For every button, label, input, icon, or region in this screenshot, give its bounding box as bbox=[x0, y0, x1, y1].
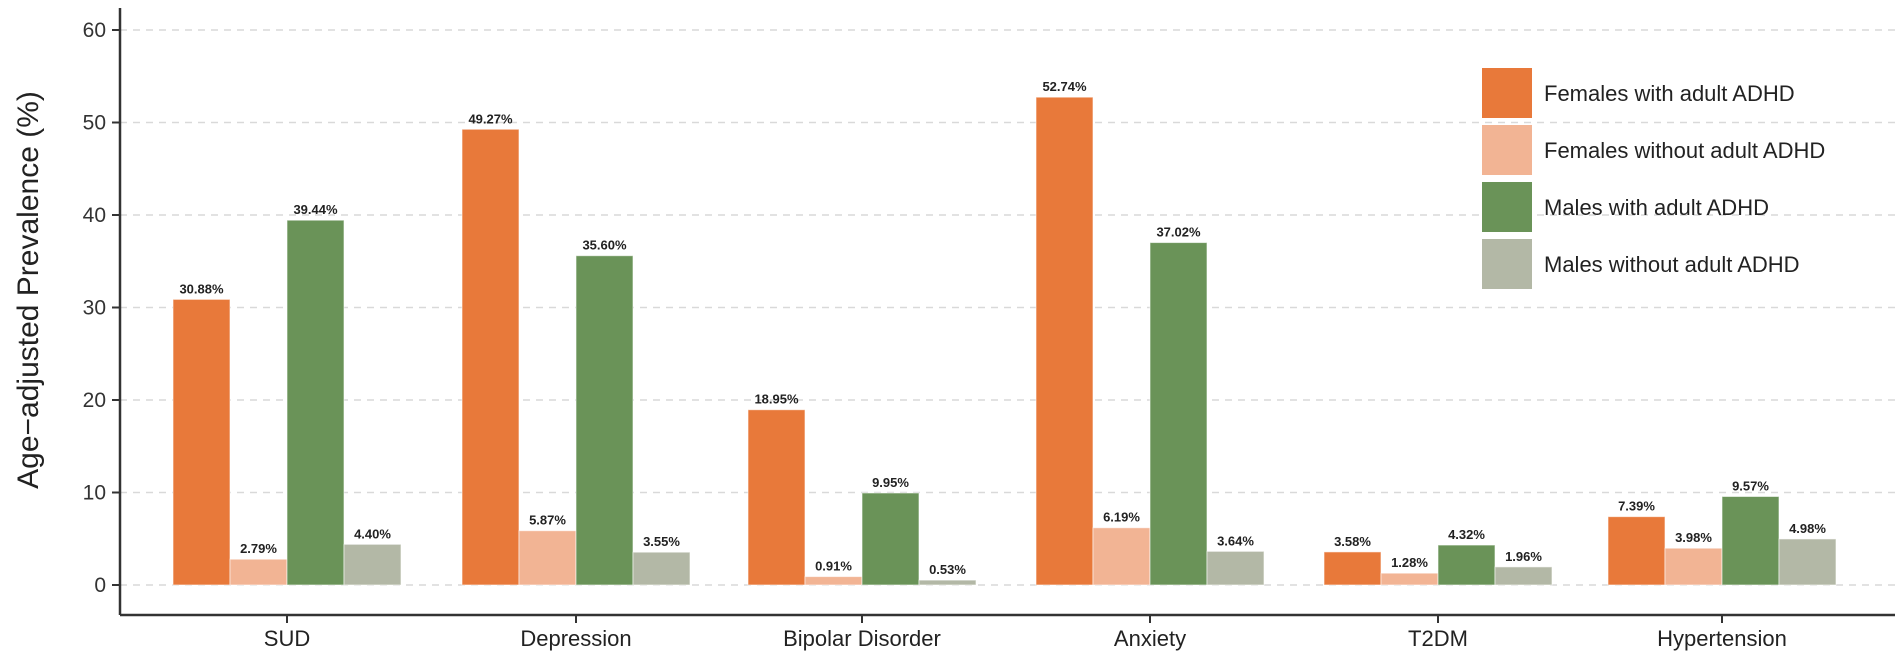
x-tick-label: Bipolar Disorder bbox=[783, 626, 941, 651]
y-tick-label: 0 bbox=[94, 574, 106, 597]
legend: Females with adult ADHD Females without a… bbox=[1482, 68, 1825, 289]
legend-swatch bbox=[1482, 182, 1532, 232]
bar bbox=[519, 531, 576, 585]
data-label: 39.44% bbox=[293, 202, 338, 217]
y-axis-title: Age−adjusted Prevalence (%) bbox=[12, 91, 45, 489]
y-tick-label: 40 bbox=[83, 204, 106, 227]
bar bbox=[230, 559, 287, 585]
data-label: 37.02% bbox=[1156, 225, 1201, 240]
data-label: 9.95% bbox=[872, 475, 909, 490]
data-label: 0.91% bbox=[815, 559, 852, 574]
data-label: 52.74% bbox=[1042, 79, 1087, 94]
legend-swatch bbox=[1482, 239, 1532, 289]
data-label: 9.57% bbox=[1732, 478, 1769, 493]
data-label: 6.19% bbox=[1103, 510, 1140, 525]
legend-label: Males without adult ADHD bbox=[1544, 252, 1800, 277]
y-tick-label: 10 bbox=[83, 482, 106, 505]
bar bbox=[462, 129, 519, 585]
bar bbox=[1608, 517, 1665, 585]
bar bbox=[1324, 552, 1381, 585]
x-tick-label: Anxiety bbox=[1114, 626, 1186, 651]
bar bbox=[1665, 548, 1722, 585]
y-tick-label: 60 bbox=[83, 19, 106, 42]
data-label: 30.88% bbox=[179, 281, 224, 296]
x-tick-label: T2DM bbox=[1408, 626, 1468, 651]
legend-swatch bbox=[1482, 125, 1532, 175]
bar bbox=[1036, 97, 1093, 585]
bar bbox=[1779, 539, 1836, 585]
bars bbox=[173, 97, 1836, 585]
bar bbox=[1438, 545, 1495, 585]
bar bbox=[576, 256, 633, 585]
data-label: 4.32% bbox=[1448, 527, 1485, 542]
data-label: 1.28% bbox=[1391, 555, 1428, 570]
legend-swatch bbox=[1482, 68, 1532, 118]
legend-label: Females with adult ADHD bbox=[1544, 81, 1795, 106]
bar bbox=[1495, 567, 1552, 585]
legend-label: Males with adult ADHD bbox=[1544, 195, 1769, 220]
bar bbox=[805, 577, 862, 585]
bar bbox=[633, 552, 690, 585]
legend-label: Females without adult ADHD bbox=[1544, 138, 1825, 163]
x-tick-label: Hypertension bbox=[1657, 626, 1787, 651]
data-label: 3.55% bbox=[643, 534, 680, 549]
data-label: 4.40% bbox=[354, 526, 391, 541]
bar bbox=[173, 299, 230, 585]
data-label: 3.98% bbox=[1675, 530, 1712, 545]
bar bbox=[862, 493, 919, 585]
y-tick-label: 50 bbox=[83, 112, 106, 135]
data-label: 49.27% bbox=[468, 111, 513, 126]
data-label: 5.87% bbox=[529, 513, 566, 528]
data-label: 2.79% bbox=[240, 541, 277, 556]
y-tick-label: 30 bbox=[83, 297, 106, 320]
data-label: 3.64% bbox=[1217, 533, 1254, 548]
y-tick-label: 20 bbox=[83, 389, 106, 412]
data-label: 1.96% bbox=[1505, 549, 1542, 564]
bar bbox=[1722, 496, 1779, 585]
x-tick-label: Depression bbox=[520, 626, 631, 651]
bar bbox=[1093, 528, 1150, 585]
data-label: 4.98% bbox=[1789, 521, 1826, 536]
bar bbox=[1207, 551, 1264, 585]
bar bbox=[748, 410, 805, 585]
bar bbox=[287, 220, 344, 585]
bar bbox=[1381, 573, 1438, 585]
bar bbox=[919, 580, 976, 585]
bar bbox=[1150, 243, 1207, 585]
data-label: 0.53% bbox=[929, 562, 966, 577]
data-label: 35.60% bbox=[582, 238, 627, 253]
bar bbox=[344, 544, 401, 585]
data-label: 18.95% bbox=[754, 392, 799, 407]
data-label: 3.58% bbox=[1334, 534, 1371, 549]
data-label: 7.39% bbox=[1618, 499, 1655, 514]
x-tick-label: SUD bbox=[264, 626, 310, 651]
